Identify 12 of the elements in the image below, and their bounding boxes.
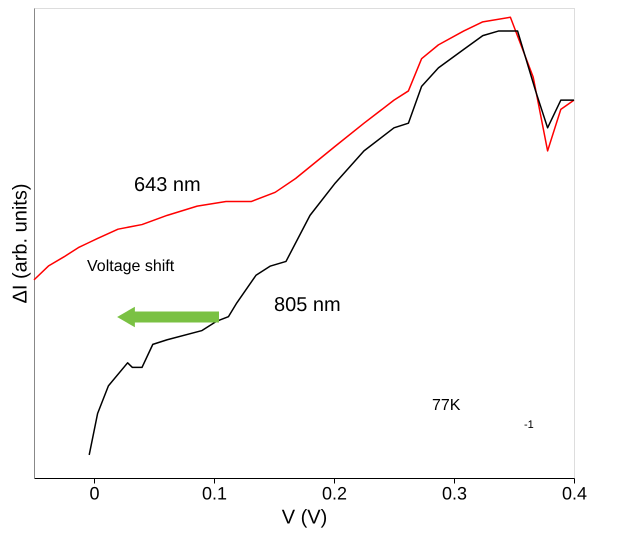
x-tick-label: 0 (89, 484, 100, 504)
x-tick-label: 0.2 (322, 484, 348, 504)
y-axis-title: ΔI (arb. units) (10, 183, 32, 304)
annotation: -1 (524, 419, 534, 431)
x-axis-title: V (V) (282, 506, 328, 528)
x-tick-label: 0.1 (202, 484, 228, 504)
series-label: 643 nm (134, 174, 201, 196)
x-tick-label: 0.4 (562, 484, 588, 504)
annotation: 77K (432, 397, 461, 414)
x-tick-label: 0.3 (442, 484, 468, 504)
series-label: 805 nm (274, 294, 341, 316)
annotation: Voltage shift (87, 258, 175, 275)
